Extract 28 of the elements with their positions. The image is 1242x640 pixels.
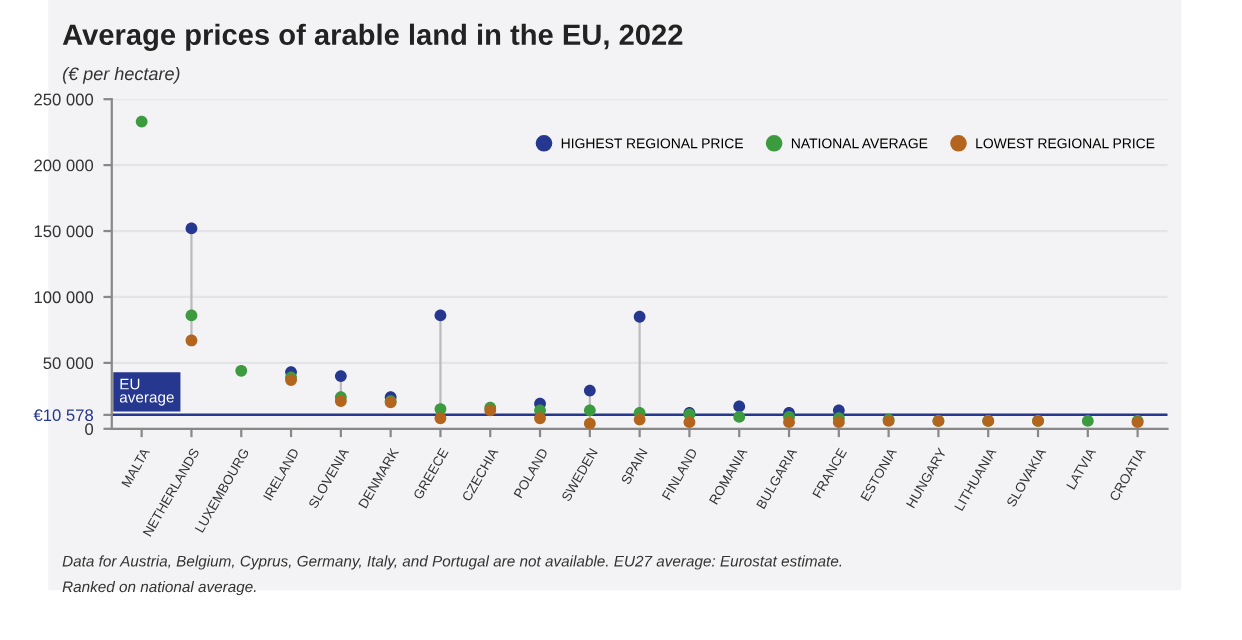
point xyxy=(583,384,596,397)
y-tick-label: 0 xyxy=(85,423,94,435)
chart-subtitle: (€ per hectare) xyxy=(62,66,180,84)
point xyxy=(334,370,347,382)
point xyxy=(683,416,696,429)
point xyxy=(185,309,198,322)
point xyxy=(135,115,148,128)
y-tick-label: 150 000 xyxy=(34,225,94,238)
point xyxy=(733,411,746,423)
y-tick-label: €10 578 xyxy=(33,409,94,422)
point xyxy=(633,413,646,426)
point xyxy=(633,310,646,323)
point xyxy=(434,309,447,322)
point xyxy=(534,412,546,425)
point xyxy=(583,404,596,417)
y-tick-label: 100 000 xyxy=(34,291,94,304)
point xyxy=(733,400,746,413)
point xyxy=(185,222,198,235)
chart-title: Average prices of arable land in the EU, 2022 xyxy=(62,23,683,51)
y-tick-label: 250 000 xyxy=(34,93,94,106)
point xyxy=(185,334,198,347)
point xyxy=(235,364,248,377)
point xyxy=(783,416,795,429)
point xyxy=(1081,415,1094,427)
point xyxy=(583,417,596,429)
point xyxy=(434,412,447,425)
y-tick-label: 200 000 xyxy=(34,159,94,172)
y-tick-label: 50 000 xyxy=(43,357,94,370)
